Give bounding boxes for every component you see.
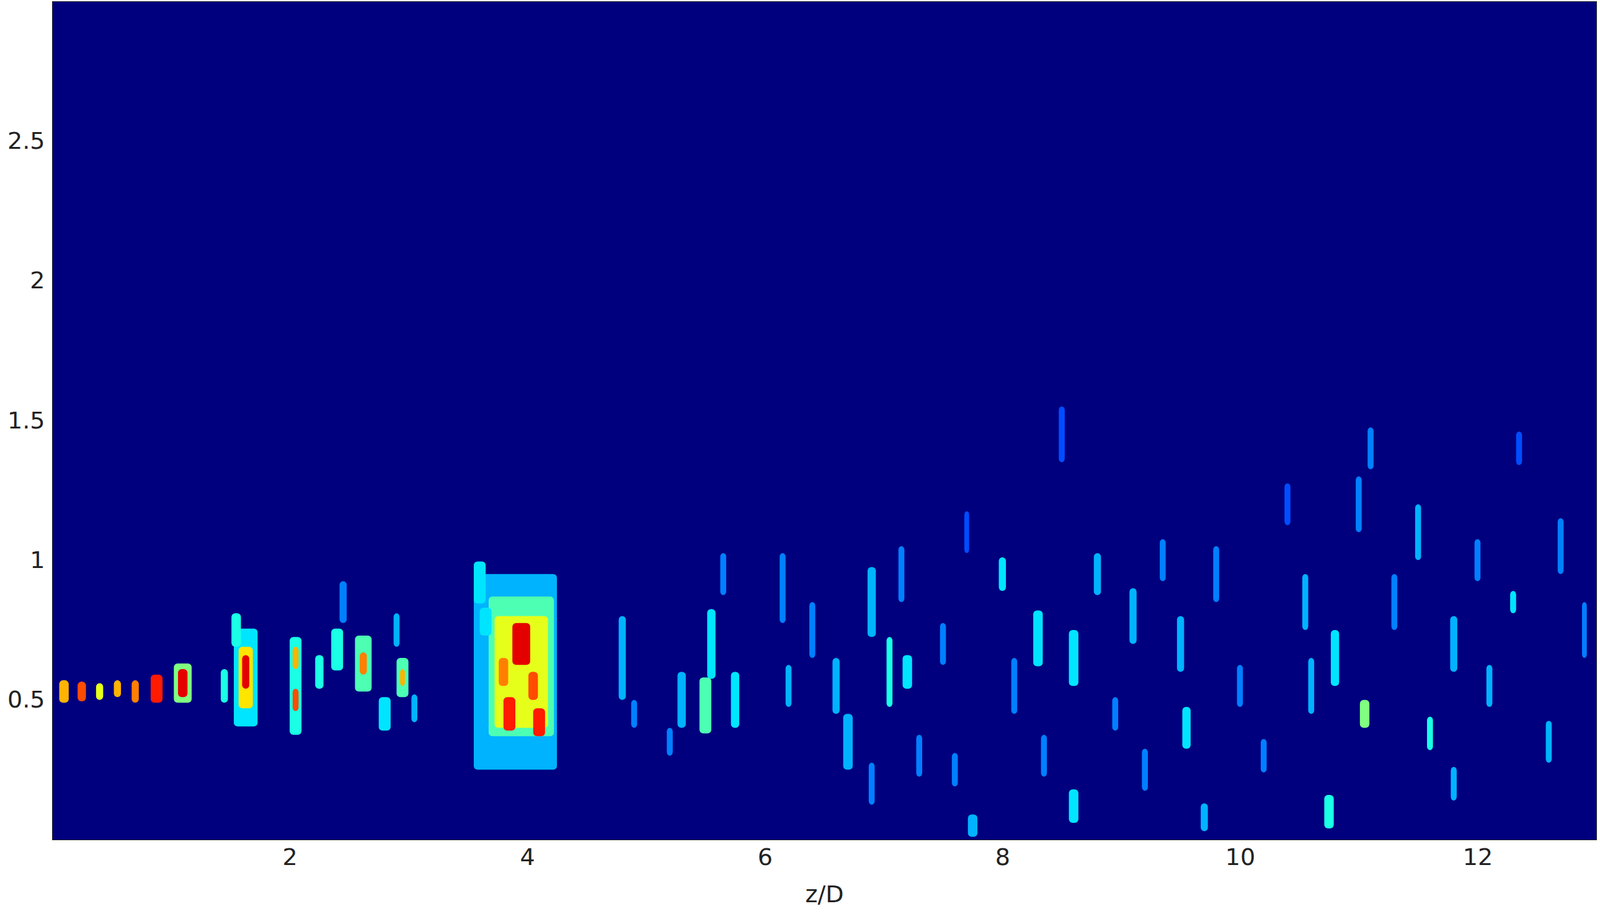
svg-text:0.5: 0.5 — [7, 685, 45, 714]
svg-text:10: 10 — [1225, 843, 1256, 871]
svg-text:2: 2 — [29, 266, 45, 294]
svg-text:2: 2 — [282, 843, 298, 871]
svg-text:1.5: 1.5 — [7, 406, 45, 435]
svg-text:z/D: z/D — [804, 880, 844, 908]
svg-text:12: 12 — [1462, 843, 1493, 871]
svg-text:4: 4 — [520, 843, 536, 871]
svg-text:2.5: 2.5 — [7, 127, 45, 155]
svg-text:8: 8 — [995, 843, 1011, 871]
svg-text:6: 6 — [757, 843, 773, 871]
svg-text:1: 1 — [29, 546, 45, 574]
